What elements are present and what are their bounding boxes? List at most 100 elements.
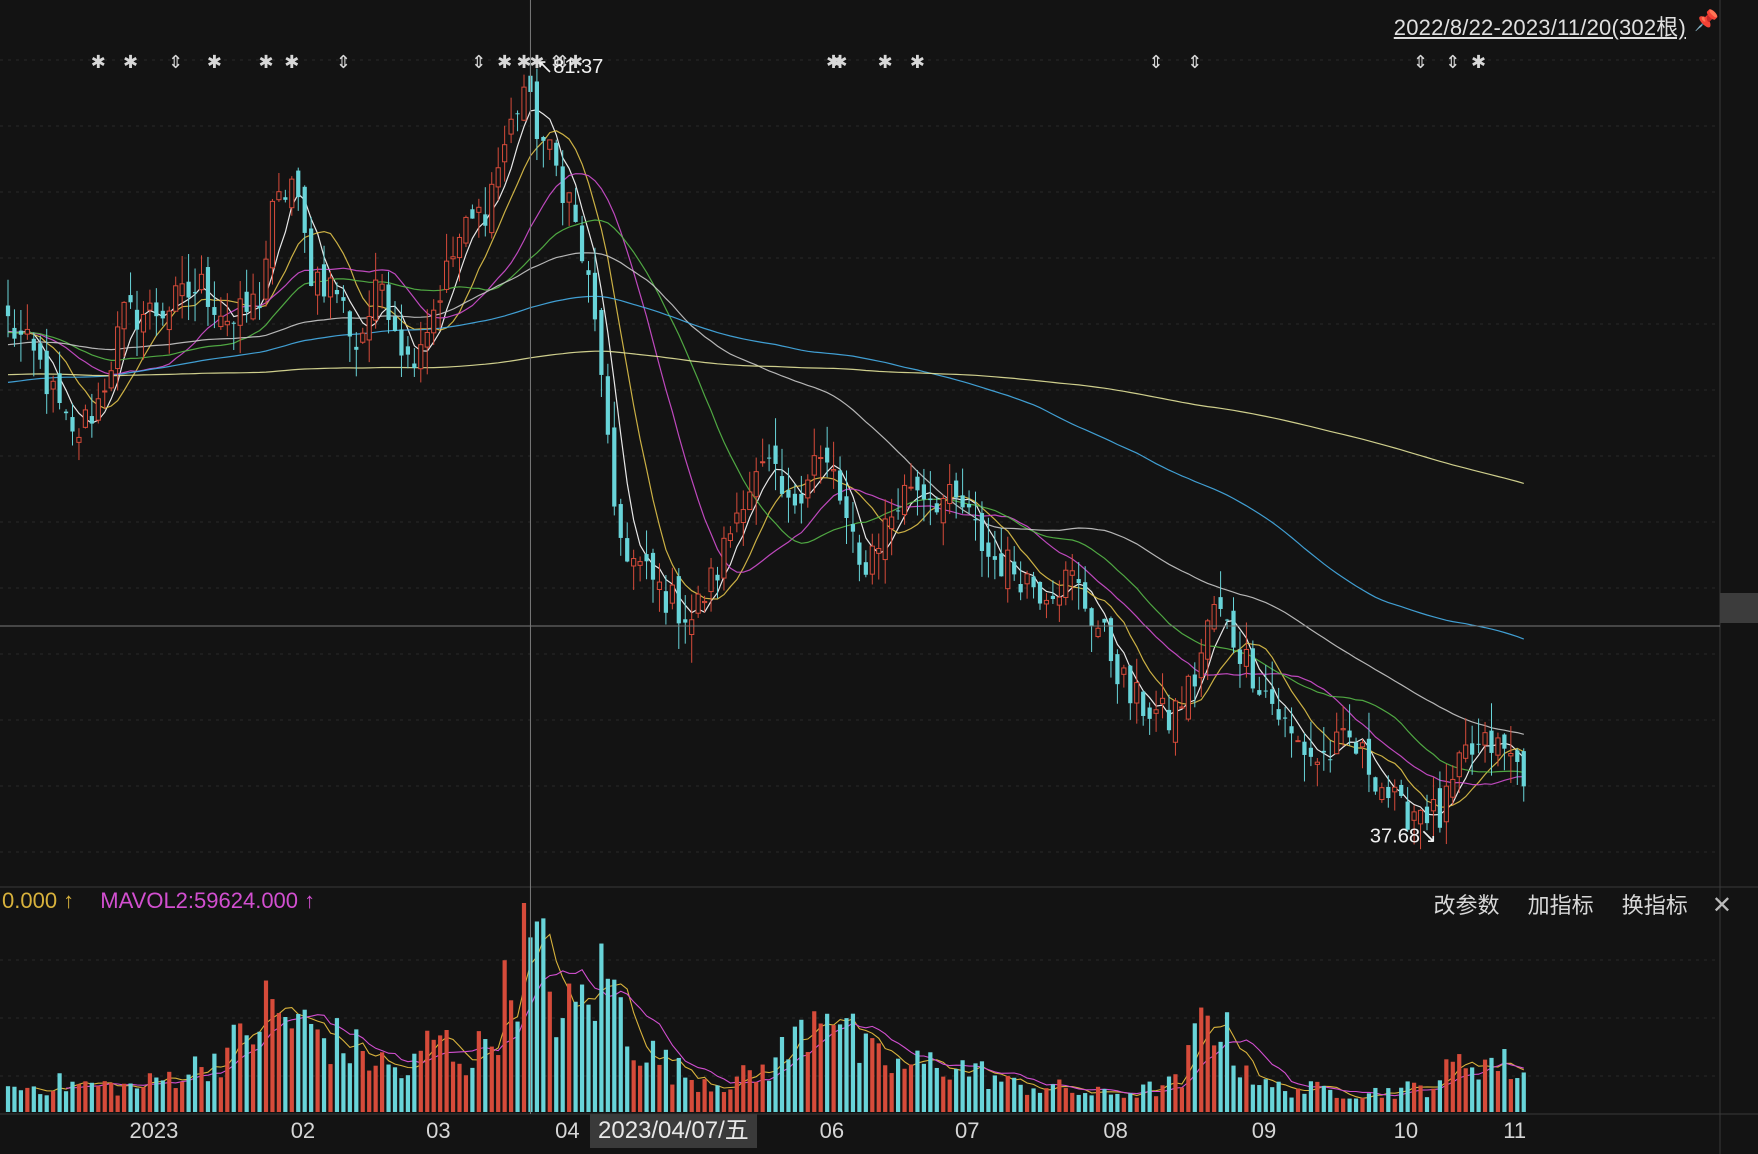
candle (915, 470, 920, 516)
volume-bar (1424, 1097, 1430, 1112)
volume-bar (1257, 1085, 1262, 1112)
candle (31, 332, 36, 377)
candle (121, 301, 127, 357)
candle (566, 192, 572, 226)
candle (1308, 721, 1313, 767)
volume-bar (1431, 1088, 1436, 1112)
volume-bar (728, 1089, 733, 1112)
candle-body (444, 260, 450, 290)
candle-body (296, 170, 301, 198)
candle (418, 321, 424, 383)
volume-bar (715, 1085, 720, 1112)
volume-bar (1160, 1085, 1165, 1112)
signal-marker: ✱ (207, 52, 222, 72)
candle (534, 68, 539, 161)
candle (392, 301, 398, 332)
volume-bar (876, 1043, 881, 1112)
candle (979, 501, 985, 577)
candle-body (57, 373, 62, 404)
volume-bar (818, 1023, 823, 1112)
volume-bar (1089, 1095, 1094, 1112)
candle-body (1340, 728, 1346, 731)
candle-body (366, 316, 372, 341)
candle-body (547, 139, 553, 150)
candle-body (534, 81, 539, 140)
candle (456, 233, 463, 282)
candle-body (625, 538, 630, 562)
candle-body (1224, 619, 1230, 621)
candle-series (5, 58, 1526, 850)
candle-body (347, 311, 352, 337)
swap-indicator-button[interactable]: 换指标 (1621, 893, 1688, 918)
volume-bar (1302, 1093, 1307, 1112)
signal-marker: ✱ (878, 52, 893, 72)
volume-bar (547, 991, 552, 1112)
signal-marker: ⇕ (168, 52, 183, 72)
candle-body (231, 322, 236, 324)
candle (1056, 580, 1062, 622)
volume-bar (844, 1018, 849, 1112)
candle (999, 528, 1004, 577)
volume-bar (1121, 1097, 1126, 1112)
candle (154, 288, 159, 337)
candle (1476, 718, 1481, 754)
candle (186, 254, 191, 321)
candle-body (327, 277, 334, 298)
candle-body (760, 461, 766, 464)
date-range-label[interactable]: 2022/8/22-2023/11/20(302根) (1393, 15, 1686, 40)
signal-marker: ✱ (123, 52, 138, 72)
volume-bar (1360, 1097, 1365, 1112)
volume-bar (1457, 1054, 1462, 1112)
candle-body (1482, 732, 1488, 746)
candle-body (811, 455, 817, 476)
candle (760, 438, 766, 467)
change-params-button[interactable]: 改参数 (1433, 893, 1500, 918)
candle-body (102, 390, 108, 393)
candle-body (44, 350, 49, 395)
candle (579, 215, 585, 264)
candle (1108, 616, 1114, 678)
volume-bar (1515, 1078, 1520, 1112)
volume-bar (257, 1031, 262, 1112)
candle-body (186, 281, 191, 298)
candle (554, 139, 559, 177)
volume-bar (734, 1076, 739, 1112)
volume-bar (76, 1084, 82, 1112)
volume-bar (1379, 1097, 1384, 1112)
volume-bar (283, 1017, 288, 1112)
candle (224, 293, 230, 337)
volume-bar (625, 1046, 630, 1112)
candle (1147, 702, 1152, 735)
candle (309, 216, 314, 287)
x-axis-label: 02 (290, 1118, 316, 1143)
candle (734, 492, 740, 533)
volume-bar (309, 1023, 314, 1112)
candle (1102, 618, 1107, 632)
price-axis-tab[interactable] (1720, 593, 1758, 623)
candle-body (515, 113, 520, 115)
volume-bar (347, 1063, 352, 1112)
volume-bar (1134, 1097, 1139, 1112)
candle (1095, 620, 1101, 639)
volume-bar (134, 1088, 140, 1112)
candle (1018, 561, 1023, 601)
candle-body (650, 552, 656, 580)
volume-bar (1366, 1093, 1372, 1112)
x-axis-label: 11 (1503, 1118, 1527, 1143)
candle-body (669, 584, 675, 604)
add-indicator-button[interactable]: 加指标 (1527, 893, 1594, 918)
volume-bar (405, 1075, 410, 1112)
ma5-line (7, 109, 1525, 816)
pin-icon[interactable]: 📌 (1694, 10, 1719, 32)
volume-bar (1373, 1087, 1378, 1112)
volume-bar (992, 1075, 997, 1112)
volume-bar (89, 1082, 94, 1112)
volume-bar (592, 1020, 598, 1112)
volume-bar (109, 1082, 114, 1112)
volume-bar (392, 1067, 398, 1112)
candle-body (373, 279, 379, 321)
candle (669, 567, 675, 610)
volume-bar (96, 1086, 101, 1112)
close-icon[interactable]: ✕ (1711, 892, 1732, 919)
